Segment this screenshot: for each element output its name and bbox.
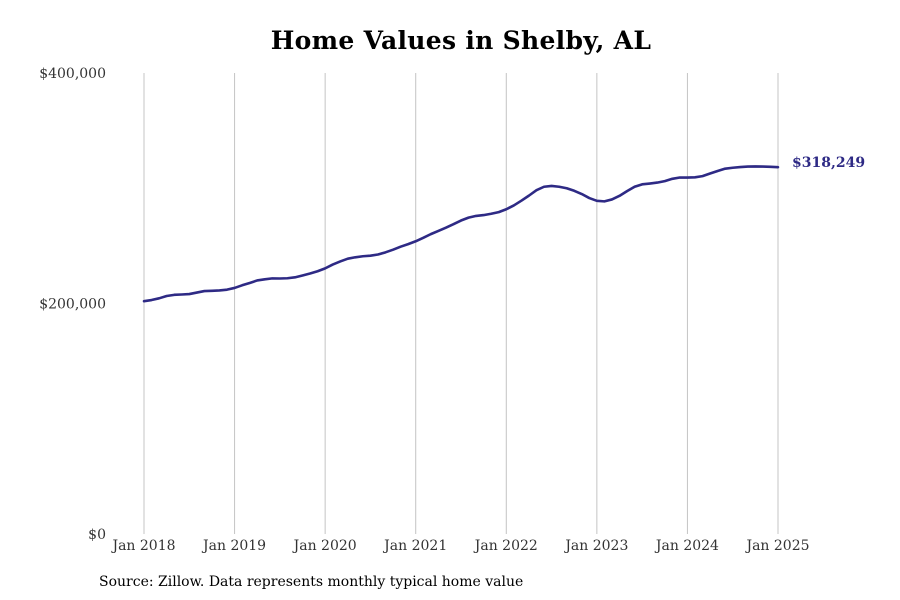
- chart-title: Home Values in Shelby, AL: [270, 26, 652, 55]
- x-tick-label: Jan 2019: [201, 538, 266, 554]
- x-tick-label: Jan 2022: [473, 538, 538, 554]
- x-tick-label: Jan 2023: [563, 538, 628, 554]
- series-line: [142, 165, 780, 303]
- label-layer: $318,249: [792, 155, 865, 171]
- y-tick-label: $400,000: [39, 66, 106, 82]
- series-layer: [142, 165, 780, 303]
- x-tick-label: Jan 2024: [654, 538, 719, 554]
- x-tick-label: Jan 2018: [110, 538, 175, 554]
- y-tick-label: $0: [88, 527, 106, 543]
- end-value-label: $318,249: [792, 155, 865, 171]
- x-tick-label: Jan 2021: [382, 538, 447, 554]
- x-tick-label: Jan 2020: [292, 538, 357, 554]
- x-tick-label: Jan 2025: [744, 538, 809, 554]
- y-tick-label: $200,000: [39, 297, 106, 313]
- y-axis: $0 $200,000 $400,000: [39, 66, 106, 543]
- source-note: Source: Zillow. Data represents monthly …: [99, 574, 524, 590]
- x-axis: Jan 2018 Jan 2019 Jan 2020 Jan 2021 Jan 2022…: [110, 538, 809, 554]
- gridlines: [143, 73, 779, 534]
